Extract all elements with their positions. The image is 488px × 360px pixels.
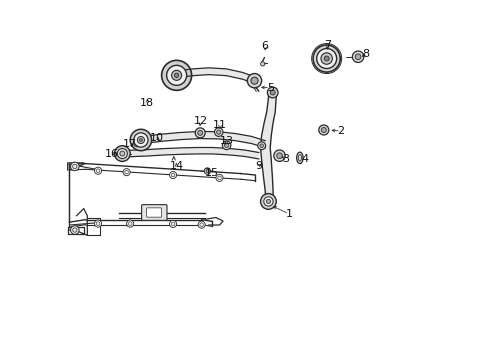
Circle shape xyxy=(214,128,223,136)
Circle shape xyxy=(137,136,144,144)
Circle shape xyxy=(224,143,228,148)
Circle shape xyxy=(205,170,208,172)
Circle shape xyxy=(247,73,261,88)
Circle shape xyxy=(123,168,130,176)
Polygon shape xyxy=(260,93,276,202)
Circle shape xyxy=(203,168,210,174)
Polygon shape xyxy=(178,68,254,84)
Circle shape xyxy=(260,62,264,66)
Circle shape xyxy=(321,127,325,132)
Text: 18: 18 xyxy=(140,98,154,108)
Circle shape xyxy=(324,56,328,61)
Text: 7: 7 xyxy=(323,40,330,50)
Circle shape xyxy=(354,54,360,60)
Text: 17: 17 xyxy=(122,139,136,149)
Circle shape xyxy=(273,150,285,161)
Circle shape xyxy=(260,194,276,209)
Circle shape xyxy=(130,129,151,151)
Circle shape xyxy=(263,197,272,206)
Text: 11: 11 xyxy=(213,120,227,130)
Circle shape xyxy=(139,139,142,141)
Circle shape xyxy=(222,141,230,150)
Circle shape xyxy=(270,90,275,95)
Text: 8: 8 xyxy=(362,49,369,59)
Circle shape xyxy=(318,125,328,135)
Text: 5: 5 xyxy=(266,83,273,93)
Circle shape xyxy=(312,45,340,72)
Circle shape xyxy=(171,70,181,80)
Circle shape xyxy=(134,133,148,147)
Circle shape xyxy=(134,140,141,147)
Circle shape xyxy=(120,151,124,156)
Circle shape xyxy=(166,65,186,85)
Circle shape xyxy=(267,87,278,98)
Circle shape xyxy=(169,171,176,179)
Ellipse shape xyxy=(296,152,303,163)
Circle shape xyxy=(94,220,102,227)
Circle shape xyxy=(169,220,176,228)
Text: 15: 15 xyxy=(204,168,218,178)
Circle shape xyxy=(70,226,79,234)
FancyBboxPatch shape xyxy=(142,204,166,220)
Polygon shape xyxy=(128,148,258,159)
Circle shape xyxy=(216,174,223,181)
FancyBboxPatch shape xyxy=(146,208,162,217)
Text: 4: 4 xyxy=(300,154,307,164)
Circle shape xyxy=(216,130,221,134)
Circle shape xyxy=(174,73,179,77)
Polygon shape xyxy=(142,131,264,148)
Circle shape xyxy=(320,53,332,64)
Text: 16: 16 xyxy=(105,149,119,158)
Circle shape xyxy=(117,149,127,158)
Circle shape xyxy=(94,167,102,174)
Circle shape xyxy=(197,130,203,135)
Circle shape xyxy=(316,49,336,68)
Text: 9: 9 xyxy=(255,161,262,171)
Circle shape xyxy=(126,220,134,227)
Text: 13: 13 xyxy=(219,136,233,146)
Circle shape xyxy=(276,153,282,158)
Circle shape xyxy=(195,128,205,138)
Circle shape xyxy=(162,60,191,90)
Circle shape xyxy=(352,51,363,63)
Text: 6: 6 xyxy=(261,41,268,51)
Text: 14: 14 xyxy=(169,161,183,171)
Circle shape xyxy=(257,142,265,150)
Circle shape xyxy=(198,221,205,228)
Circle shape xyxy=(250,77,258,84)
Text: 12: 12 xyxy=(193,116,207,126)
Circle shape xyxy=(70,162,79,171)
Text: 1: 1 xyxy=(285,209,292,219)
Text: 3: 3 xyxy=(282,154,289,163)
Circle shape xyxy=(114,146,130,161)
Text: 2: 2 xyxy=(337,126,344,136)
Circle shape xyxy=(266,199,270,203)
Text: 10: 10 xyxy=(150,133,163,143)
Circle shape xyxy=(259,144,263,148)
